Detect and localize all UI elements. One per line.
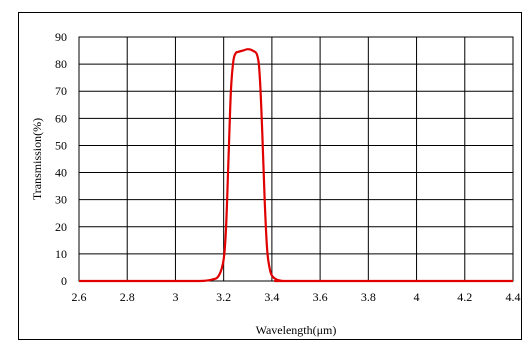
y-tick-label: 10 bbox=[55, 247, 67, 261]
y-tick-label: 50 bbox=[55, 138, 67, 152]
y-tick-label: 40 bbox=[55, 166, 67, 180]
y-tick-label: 80 bbox=[55, 57, 67, 71]
x-tick-label: 3.4 bbox=[264, 290, 279, 304]
series-layer bbox=[79, 48, 513, 283]
x-tick-label: 3 bbox=[172, 290, 178, 304]
y-tick-labels: 0 10 20 30 40 50 60 70 80 90 bbox=[55, 30, 67, 288]
x-tick-labels: 2.6 2.8 3 3.2 3.4 3.6 3.8 4 4.2 4.4 bbox=[72, 290, 521, 304]
x-tick-label: 4.2 bbox=[457, 290, 472, 304]
y-tick-label: 20 bbox=[55, 220, 67, 234]
y-tick-label: 90 bbox=[55, 30, 67, 44]
x-tick-label: 4.4 bbox=[506, 290, 521, 304]
y-tick-label: 60 bbox=[55, 111, 67, 125]
x-tick-label: 4 bbox=[414, 290, 420, 304]
y-tick-label: 70 bbox=[55, 84, 67, 98]
x-tick-label: 2.8 bbox=[120, 290, 135, 304]
x-tick-label: 3.2 bbox=[216, 290, 231, 304]
series-line bbox=[79, 48, 513, 283]
y-tick-label: 30 bbox=[55, 193, 67, 207]
x-tick-label: 3.8 bbox=[361, 290, 376, 304]
x-axis-label: Wavelength(μm) bbox=[256, 323, 337, 337]
y-tick-label: 0 bbox=[61, 274, 67, 288]
x-tick-label: 3.6 bbox=[313, 290, 328, 304]
y-axis-label: Transmission(%) bbox=[30, 118, 44, 200]
grid bbox=[78, 36, 514, 282]
plot-area bbox=[78, 36, 514, 282]
chart-frame bbox=[18, 12, 522, 340]
x-tick-label: 2.6 bbox=[72, 290, 87, 304]
